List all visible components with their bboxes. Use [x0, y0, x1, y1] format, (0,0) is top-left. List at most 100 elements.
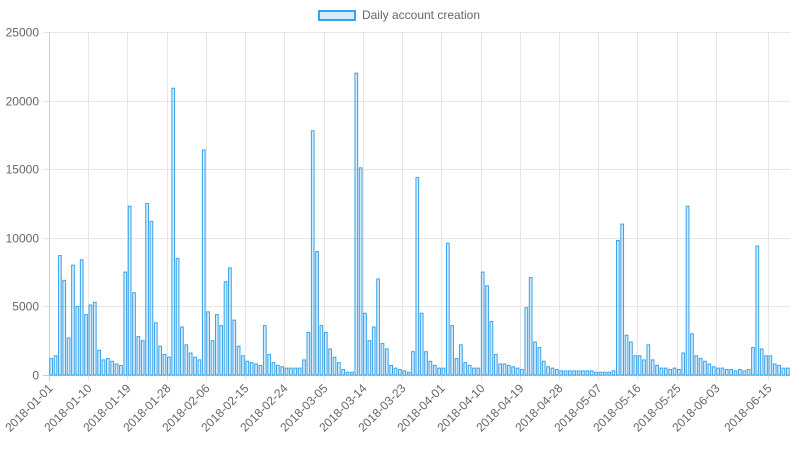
- bar[interactable]: [698, 358, 703, 376]
- bar[interactable]: [297, 367, 302, 376]
- bar[interactable]: [637, 355, 642, 376]
- bar[interactable]: [363, 312, 367, 376]
- bar[interactable]: [92, 301, 97, 376]
- bar[interactable]: [197, 359, 202, 376]
- bar[interactable]: [358, 167, 363, 376]
- bar[interactable]: [781, 367, 786, 376]
- bar[interactable]: [289, 367, 293, 376]
- bar[interactable]: [559, 370, 564, 376]
- bar[interactable]: [393, 367, 398, 376]
- bar[interactable]: [755, 245, 760, 376]
- bar[interactable]: [528, 277, 533, 376]
- bar[interactable]: [663, 367, 668, 376]
- bar[interactable]: [249, 362, 254, 376]
- bar[interactable]: [751, 347, 755, 376]
- bar[interactable]: [633, 355, 638, 376]
- bar[interactable]: [49, 358, 54, 376]
- bar[interactable]: [354, 72, 359, 376]
- bar[interactable]: [615, 240, 620, 376]
- bar[interactable]: [293, 367, 298, 376]
- bar[interactable]: [345, 371, 350, 376]
- bar[interactable]: [541, 360, 546, 376]
- bar[interactable]: [659, 367, 664, 376]
- bar[interactable]: [707, 363, 712, 376]
- bar[interactable]: [315, 251, 319, 376]
- bar[interactable]: [733, 370, 738, 376]
- bar[interactable]: [463, 362, 468, 376]
- bar[interactable]: [53, 355, 58, 376]
- bar[interactable]: [337, 362, 341, 376]
- bar[interactable]: [201, 149, 206, 376]
- bar[interactable]: [624, 334, 629, 376]
- bar[interactable]: [341, 369, 346, 376]
- bar[interactable]: [467, 364, 472, 376]
- bar[interactable]: [498, 363, 502, 376]
- bar[interactable]: [376, 278, 380, 376]
- bar[interactable]: [450, 325, 455, 376]
- bar[interactable]: [554, 369, 559, 376]
- bar[interactable]: [258, 364, 263, 376]
- bar[interactable]: [184, 344, 189, 376]
- bar[interactable]: [459, 344, 463, 376]
- bar[interactable]: [232, 319, 237, 376]
- bar[interactable]: [306, 331, 311, 376]
- bar[interactable]: [223, 281, 228, 376]
- bar[interactable]: [502, 363, 507, 376]
- bar[interactable]: [136, 336, 141, 376]
- bar[interactable]: [598, 371, 603, 376]
- bar[interactable]: [681, 352, 686, 376]
- bar[interactable]: [650, 359, 655, 376]
- bar[interactable]: [110, 360, 115, 376]
- bar[interactable]: [245, 360, 250, 376]
- bar[interactable]: [537, 347, 542, 376]
- bar[interactable]: [206, 311, 210, 376]
- bar[interactable]: [241, 355, 245, 376]
- bar[interactable]: [84, 314, 88, 376]
- bar[interactable]: [581, 370, 585, 376]
- bar[interactable]: [716, 367, 720, 376]
- bar[interactable]: [489, 320, 494, 376]
- bar[interactable]: [171, 87, 176, 376]
- bar[interactable]: [145, 203, 149, 376]
- bar[interactable]: [589, 370, 594, 376]
- bar[interactable]: [105, 358, 110, 376]
- bar[interactable]: [132, 292, 136, 376]
- bar[interactable]: [768, 355, 773, 376]
- bar[interactable]: [620, 223, 625, 376]
- bar[interactable]: [310, 130, 315, 376]
- bar[interactable]: [476, 367, 481, 376]
- bar[interactable]: [140, 340, 145, 376]
- bar[interactable]: [520, 369, 524, 376]
- bar[interactable]: [284, 367, 289, 376]
- bar[interactable]: [214, 314, 219, 376]
- bar[interactable]: [127, 205, 132, 376]
- bar[interactable]: [742, 370, 747, 376]
- bar[interactable]: [328, 348, 332, 376]
- bar[interactable]: [323, 331, 328, 376]
- bar[interactable]: [114, 363, 119, 376]
- bar[interactable]: [515, 367, 520, 376]
- bar[interactable]: [319, 325, 324, 376]
- bar[interactable]: [406, 371, 411, 376]
- bar[interactable]: [772, 363, 777, 376]
- bar[interactable]: [672, 367, 677, 376]
- bar[interactable]: [228, 267, 232, 376]
- bar[interactable]: [711, 366, 716, 376]
- bar[interactable]: [785, 367, 790, 376]
- bar[interactable]: [149, 220, 154, 376]
- bar[interactable]: [262, 325, 267, 376]
- bar[interactable]: [607, 371, 611, 376]
- bar[interactable]: [594, 371, 598, 376]
- bar[interactable]: [585, 370, 590, 376]
- bar[interactable]: [79, 259, 84, 376]
- bar[interactable]: [175, 257, 180, 376]
- bar[interactable]: [101, 359, 106, 376]
- bar[interactable]: [690, 333, 694, 376]
- bar[interactable]: [493, 353, 498, 376]
- bar[interactable]: [271, 362, 276, 376]
- bar[interactable]: [777, 364, 781, 376]
- bar[interactable]: [71, 264, 75, 376]
- bar[interactable]: [384, 348, 389, 376]
- bar[interactable]: [646, 344, 651, 376]
- bar[interactable]: [210, 340, 215, 376]
